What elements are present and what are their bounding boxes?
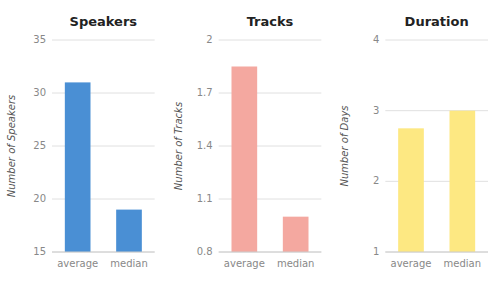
bar [283, 217, 309, 252]
grid-line [385, 40, 488, 41]
y-tick-label: 20 [33, 193, 46, 204]
y-axis-label: Number of Tracks [173, 102, 184, 190]
bar [116, 210, 142, 252]
title: Speakers [70, 14, 138, 29]
y-axis-label: Number of Days [339, 105, 350, 186]
panel: Tracks Number of Tracks 0.8 1.1 1.4 1.7 2 avera… [173, 14, 322, 269]
y-tick-label: 4 [373, 34, 379, 45]
y-tick-label: 30 [33, 87, 46, 98]
grid-line [52, 252, 155, 253]
bar [398, 128, 424, 252]
y-tick-label: 2 [373, 175, 379, 186]
bar [232, 67, 258, 253]
y-tick-label: 1.1 [197, 193, 213, 204]
bar [450, 111, 476, 252]
y-tick-label: 0.8 [197, 246, 213, 257]
x-tick-label: average [224, 258, 265, 269]
bars [232, 67, 309, 253]
grid-line [52, 40, 155, 41]
grid-line [385, 252, 488, 253]
y-tick-label: 35 [33, 34, 46, 45]
bars [65, 82, 142, 252]
x-tick-label: average [391, 258, 432, 269]
title: Tracks [247, 14, 294, 29]
y-tick-label: 1.7 [197, 87, 213, 98]
y-tick-label: 2 [206, 34, 212, 45]
title: Duration [405, 14, 469, 29]
bars [398, 111, 475, 252]
bar [65, 82, 91, 252]
y-tick-label: 1.4 [197, 140, 213, 151]
panel: Duration Number of Days 1 2 3 4 average median [339, 14, 488, 269]
y-tick-label: 25 [33, 140, 46, 151]
x-axis-line [219, 252, 322, 253]
grid-line [219, 40, 322, 41]
y-tick-label: 3 [373, 105, 379, 116]
y-tick-label: 1 [373, 246, 379, 257]
x-tick-label: average [57, 258, 98, 269]
x-tick-label: median [444, 258, 482, 269]
grid-line [219, 252, 322, 253]
panel: Speakers Number of Speakers 15 20 25 30 35 aver… [6, 14, 155, 269]
x-axis-line [52, 252, 155, 253]
x-tick-label: median [277, 258, 315, 269]
chart: Speakers Number of Speakers 15 20 25 30 35 aver… [0, 0, 500, 293]
x-axis-line [385, 252, 488, 253]
y-axis-label: Number of Speakers [6, 95, 17, 197]
y-tick-label: 15 [33, 246, 46, 257]
x-tick-label: median [110, 258, 148, 269]
